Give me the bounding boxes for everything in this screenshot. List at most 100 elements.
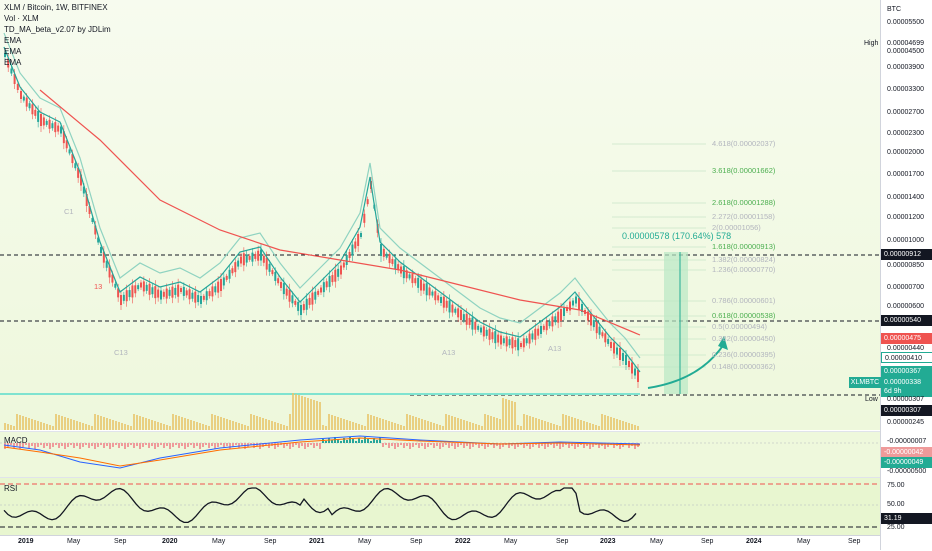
- volume-bar: [370, 415, 372, 430]
- candle-body: [525, 338, 528, 344]
- rsi-title[interactable]: RSI: [4, 484, 18, 493]
- time-axis[interactable]: [0, 535, 880, 551]
- candle-body: [71, 154, 74, 164]
- candle-body: [182, 286, 185, 296]
- candle-body: [57, 125, 60, 132]
- volume-bar: [67, 418, 69, 430]
- volume-bar: [277, 423, 279, 430]
- volume-bar: [526, 415, 528, 430]
- measure-box: [664, 252, 688, 394]
- main-price-chart[interactable]: [0, 0, 880, 430]
- macd-histogram-bar: [88, 443, 90, 448]
- candle-body: [134, 285, 137, 294]
- volume-bar: [397, 424, 399, 430]
- candle-body: [222, 277, 225, 286]
- price-label: 0.00003300: [887, 86, 924, 93]
- rsi-pane[interactable]: [0, 477, 880, 536]
- candle-body: [540, 326, 542, 334]
- volume-bar: [175, 415, 177, 430]
- macd-histogram-bar: [304, 443, 306, 449]
- macd-histogram-bar: [220, 443, 222, 445]
- fib-2618: 2.618(0.00001288): [712, 198, 776, 207]
- macd-histogram-bar: [100, 443, 102, 445]
- symbol-title[interactable]: XLM / Bitcoin, 1W, BITFINEX: [4, 3, 108, 12]
- marker-c13: C13: [114, 348, 128, 357]
- macd-pane[interactable]: [0, 431, 880, 477]
- macd-histogram-bar: [448, 443, 450, 448]
- volume-bar: [223, 418, 225, 430]
- volume-bar: [355, 423, 357, 430]
- candle-body: [197, 295, 200, 303]
- volume-bar: [85, 424, 87, 430]
- price-axis[interactable]: BTC 0.00005500 High 0.00004699 0.0000450…: [849, 0, 932, 550]
- volume-bar: [418, 418, 420, 430]
- macd-histogram-bar: [355, 441, 357, 443]
- macd-histogram-bar: [475, 443, 477, 445]
- volume-bar: [556, 425, 558, 430]
- volume-bar: [115, 421, 117, 430]
- macd-histogram-bar: [565, 443, 567, 445]
- candle-body: [54, 122, 57, 133]
- macd-histogram-bar: [94, 443, 96, 449]
- ema-legend-1[interactable]: EMA: [4, 36, 22, 45]
- macd-histogram-bar: [406, 443, 408, 446]
- volume-bar: [406, 414, 408, 430]
- volume-bar: [592, 424, 594, 430]
- candle-body: [211, 286, 214, 297]
- volume-bar: [79, 422, 81, 430]
- indicator-legend[interactable]: TD_MA_beta_v2.07 by JDLim: [4, 25, 111, 34]
- candle-body: [145, 284, 148, 291]
- candle-body: [575, 296, 577, 304]
- macd-histogram-bar: [187, 443, 189, 447]
- volume-bar: [214, 415, 216, 430]
- macd-histogram-bar: [25, 443, 27, 445]
- volume-bar: [439, 425, 441, 430]
- volume-bar: [100, 416, 102, 430]
- candle-body: [592, 320, 595, 328]
- candle-body: [260, 249, 262, 261]
- macd-histogram-bar: [22, 443, 24, 447]
- volume-bar: [316, 401, 318, 430]
- volume-legend[interactable]: Vol · XLM: [4, 14, 39, 23]
- time-label: May: [650, 538, 664, 545]
- macd-histogram-bar: [412, 443, 414, 447]
- macd-histogram-bar: [466, 443, 468, 446]
- volume-bar: [58, 415, 60, 430]
- macd-histogram-bar: [418, 443, 420, 448]
- macd-histogram-bar: [196, 443, 198, 446]
- macd-histogram-bar: [577, 443, 579, 447]
- volume-bar: [220, 417, 222, 430]
- macd-histogram-bar: [193, 443, 195, 448]
- time-label: May: [504, 538, 518, 545]
- macd-histogram-bar: [178, 443, 180, 448]
- fib-1236: 1.236(0.00000770): [712, 265, 776, 274]
- macd-histogram-bar: [424, 443, 426, 449]
- candle-body: [414, 278, 417, 284]
- candle-body: [454, 308, 457, 313]
- macd-histogram-bar: [481, 443, 483, 446]
- macd-histogram-bar: [28, 443, 30, 448]
- volume-bar: [232, 421, 234, 430]
- candle-body: [590, 314, 592, 326]
- time-label: Sep: [556, 538, 569, 545]
- volume-bar: [160, 423, 162, 430]
- candle-body: [366, 199, 369, 205]
- chart-canvas[interactable]: [0, 0, 880, 550]
- candle-body: [494, 331, 497, 344]
- time-label: May: [358, 538, 372, 545]
- candle-body: [4, 53, 6, 57]
- ema-legend-3[interactable]: EMA: [4, 58, 22, 67]
- candle-body: [254, 253, 257, 259]
- volume-bar: [541, 420, 543, 430]
- candle-body: [171, 286, 174, 298]
- macd-title[interactable]: MACD: [4, 436, 28, 445]
- volume-bar: [7, 424, 9, 430]
- macd-histogram-bar: [223, 443, 225, 448]
- fib-0236: 0.236(0.00000395): [712, 350, 776, 359]
- candle-body: [237, 260, 240, 267]
- volume-bar: [106, 418, 108, 430]
- price-tag-912: 0.00000912: [881, 249, 932, 260]
- macd-histogram-bar: [589, 443, 591, 449]
- ema-legend-2[interactable]: EMA: [4, 47, 22, 56]
- macd-histogram-bar: [382, 443, 384, 447]
